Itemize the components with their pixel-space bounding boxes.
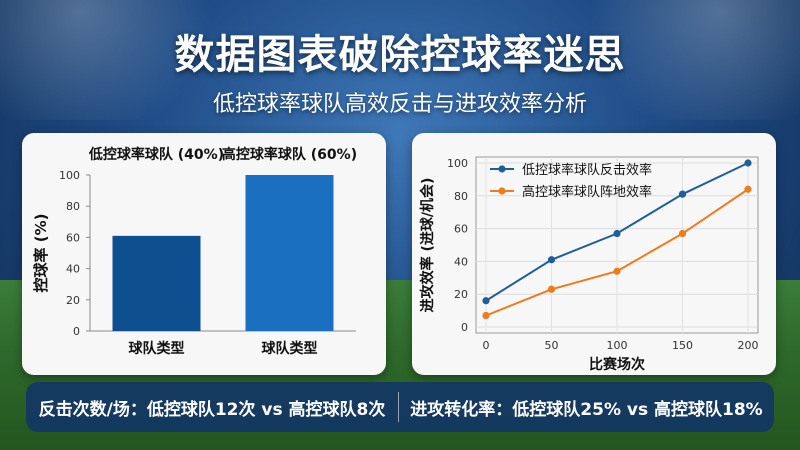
x-tick-label: 100 — [607, 339, 628, 352]
y-tick-label: 60 — [66, 231, 80, 244]
y-tick-label: 20 — [454, 288, 468, 301]
footer-divider — [398, 392, 399, 422]
y-axis-label: 控球率 (%) — [32, 214, 50, 293]
x-tick-label: 200 — [738, 339, 759, 352]
stats-footer: 反击次数/场：低控球队12次 vs 高控球队8次 进攻转化率：低控球队25% v… — [26, 382, 774, 432]
data-point — [613, 267, 621, 275]
data-point — [744, 159, 752, 167]
bar-chart: 0 20 40 60 80 100 低控球率球队 (40%) 球队类型 高控球率球队 (60%)… — [32, 146, 357, 357]
legend-label: 低控球率球队反击效率 — [522, 162, 652, 178]
y-tick-label: 0 — [461, 321, 468, 334]
data-point — [744, 185, 752, 193]
x-tick-label: 50 — [545, 339, 559, 352]
data-point — [678, 229, 687, 238]
data-point — [547, 256, 556, 264]
y-axis-label: 进攻效率 (进球/机会) — [419, 178, 436, 313]
stadium-lights — [0, 0, 800, 120]
y-tick-label: 60 — [454, 223, 468, 236]
page-title: 数据图表破除控球率迷思 — [174, 32, 626, 78]
y-tick-label: 80 — [454, 190, 468, 203]
y-tick-label: 0 — [73, 325, 80, 338]
counterattack-stat: 反击次数/场：低控球队12次 vs 高控球队8次 — [38, 399, 386, 420]
bar-category-label: 高控球率球队 (60%) — [222, 146, 357, 163]
data-point — [678, 190, 687, 198]
y-tick-label: 80 — [66, 200, 80, 213]
legend-marker — [498, 187, 506, 195]
y-tick-label: 100 — [447, 157, 468, 170]
x-tick-label: 球队类型 — [129, 340, 185, 357]
legend-marker — [498, 165, 506, 173]
line-chart: 0 20 40 60 80 100 0 50 100 150 200 低控球率球队反击效率高控球率球队… — [419, 156, 759, 373]
data-point — [613, 229, 621, 238]
y-tick-label: 20 — [66, 294, 80, 307]
page-subtitle: 低控球率球队高效反击与进攻效率分析 — [212, 92, 587, 117]
data-point — [482, 311, 490, 320]
x-tick-label: 150 — [672, 339, 693, 352]
x-axis-label: 比赛场次 — [589, 356, 645, 373]
bar — [245, 175, 334, 331]
bar-chart-panel: 0 20 40 60 80 100 低控球率球队 (40%) 球队类型 高控球率球队 (60%)… — [22, 133, 386, 375]
line-chart-panel: 0 20 40 60 80 100 0 50 100 150 200 低控球率球队反击效率 高控球率球队… — [412, 133, 776, 375]
x-tick-label: 0 — [483, 339, 490, 352]
conversion-stat: 进攻转化率：低控球队25% vs 高控球队18% — [410, 399, 763, 420]
y-tick-label: 100 — [59, 169, 80, 182]
bar-category-label: 低控球率球队 (40%) — [88, 146, 224, 163]
y-tick-label: 40 — [66, 263, 80, 276]
legend-label: 高控球率球队阵地效率 — [522, 184, 652, 200]
y-tick-label: 40 — [454, 255, 468, 268]
data-point — [482, 297, 490, 305]
data-point — [547, 285, 556, 293]
bar — [112, 235, 201, 331]
x-tick-label: 球队类型 — [262, 340, 318, 357]
